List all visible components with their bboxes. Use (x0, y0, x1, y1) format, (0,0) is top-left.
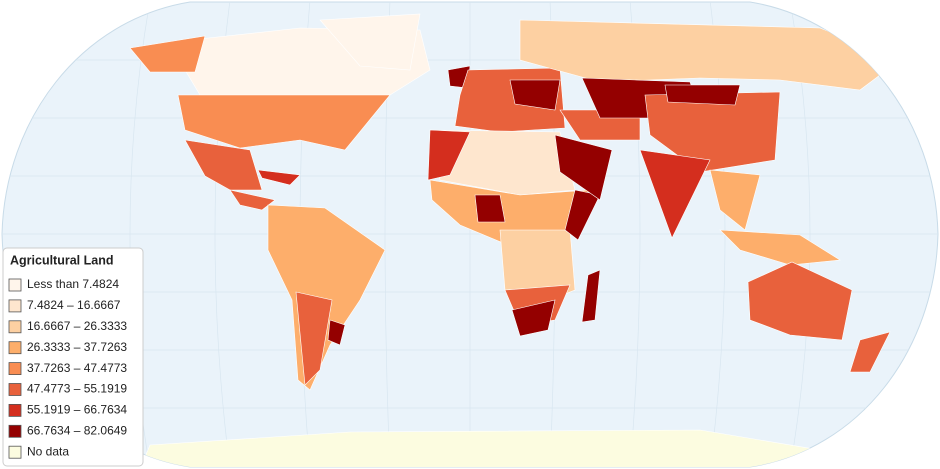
legend-title: Agricultural Land (10, 253, 113, 267)
legend-swatch (8, 424, 22, 438)
legend-swatch (8, 445, 22, 459)
legend-label: 37.7263 – 47.4773 (27, 361, 127, 375)
legend-swatch (8, 403, 22, 417)
legend-swatch (8, 383, 22, 396)
legend-swatch (8, 362, 22, 376)
legend-box (2, 247, 144, 467)
legend-swatch (8, 341, 22, 355)
legend-swatch (8, 299, 22, 313)
legend-label: 26.3333 – 37.7263 (27, 340, 127, 354)
legend: Agricultural Land Less than 7.4824 7.4824… (2, 247, 144, 467)
legend-label: 16.6667 – 26.3333 (27, 319, 127, 333)
legend-label: No data (27, 444, 69, 458)
legend-label: 7.4824 – 16.6667 (27, 298, 121, 312)
countries (129, 13, 901, 467)
legend-label: 66.7634 – 82.0649 (27, 423, 127, 437)
legend-swatch (8, 278, 22, 292)
legend-label: 47.4773 – 55.1919 (27, 382, 127, 396)
legend-swatch (8, 320, 22, 334)
legend-label: 55.1919 – 66.7634 (27, 403, 127, 417)
legend-label: Less than 7.4824 (27, 277, 119, 291)
